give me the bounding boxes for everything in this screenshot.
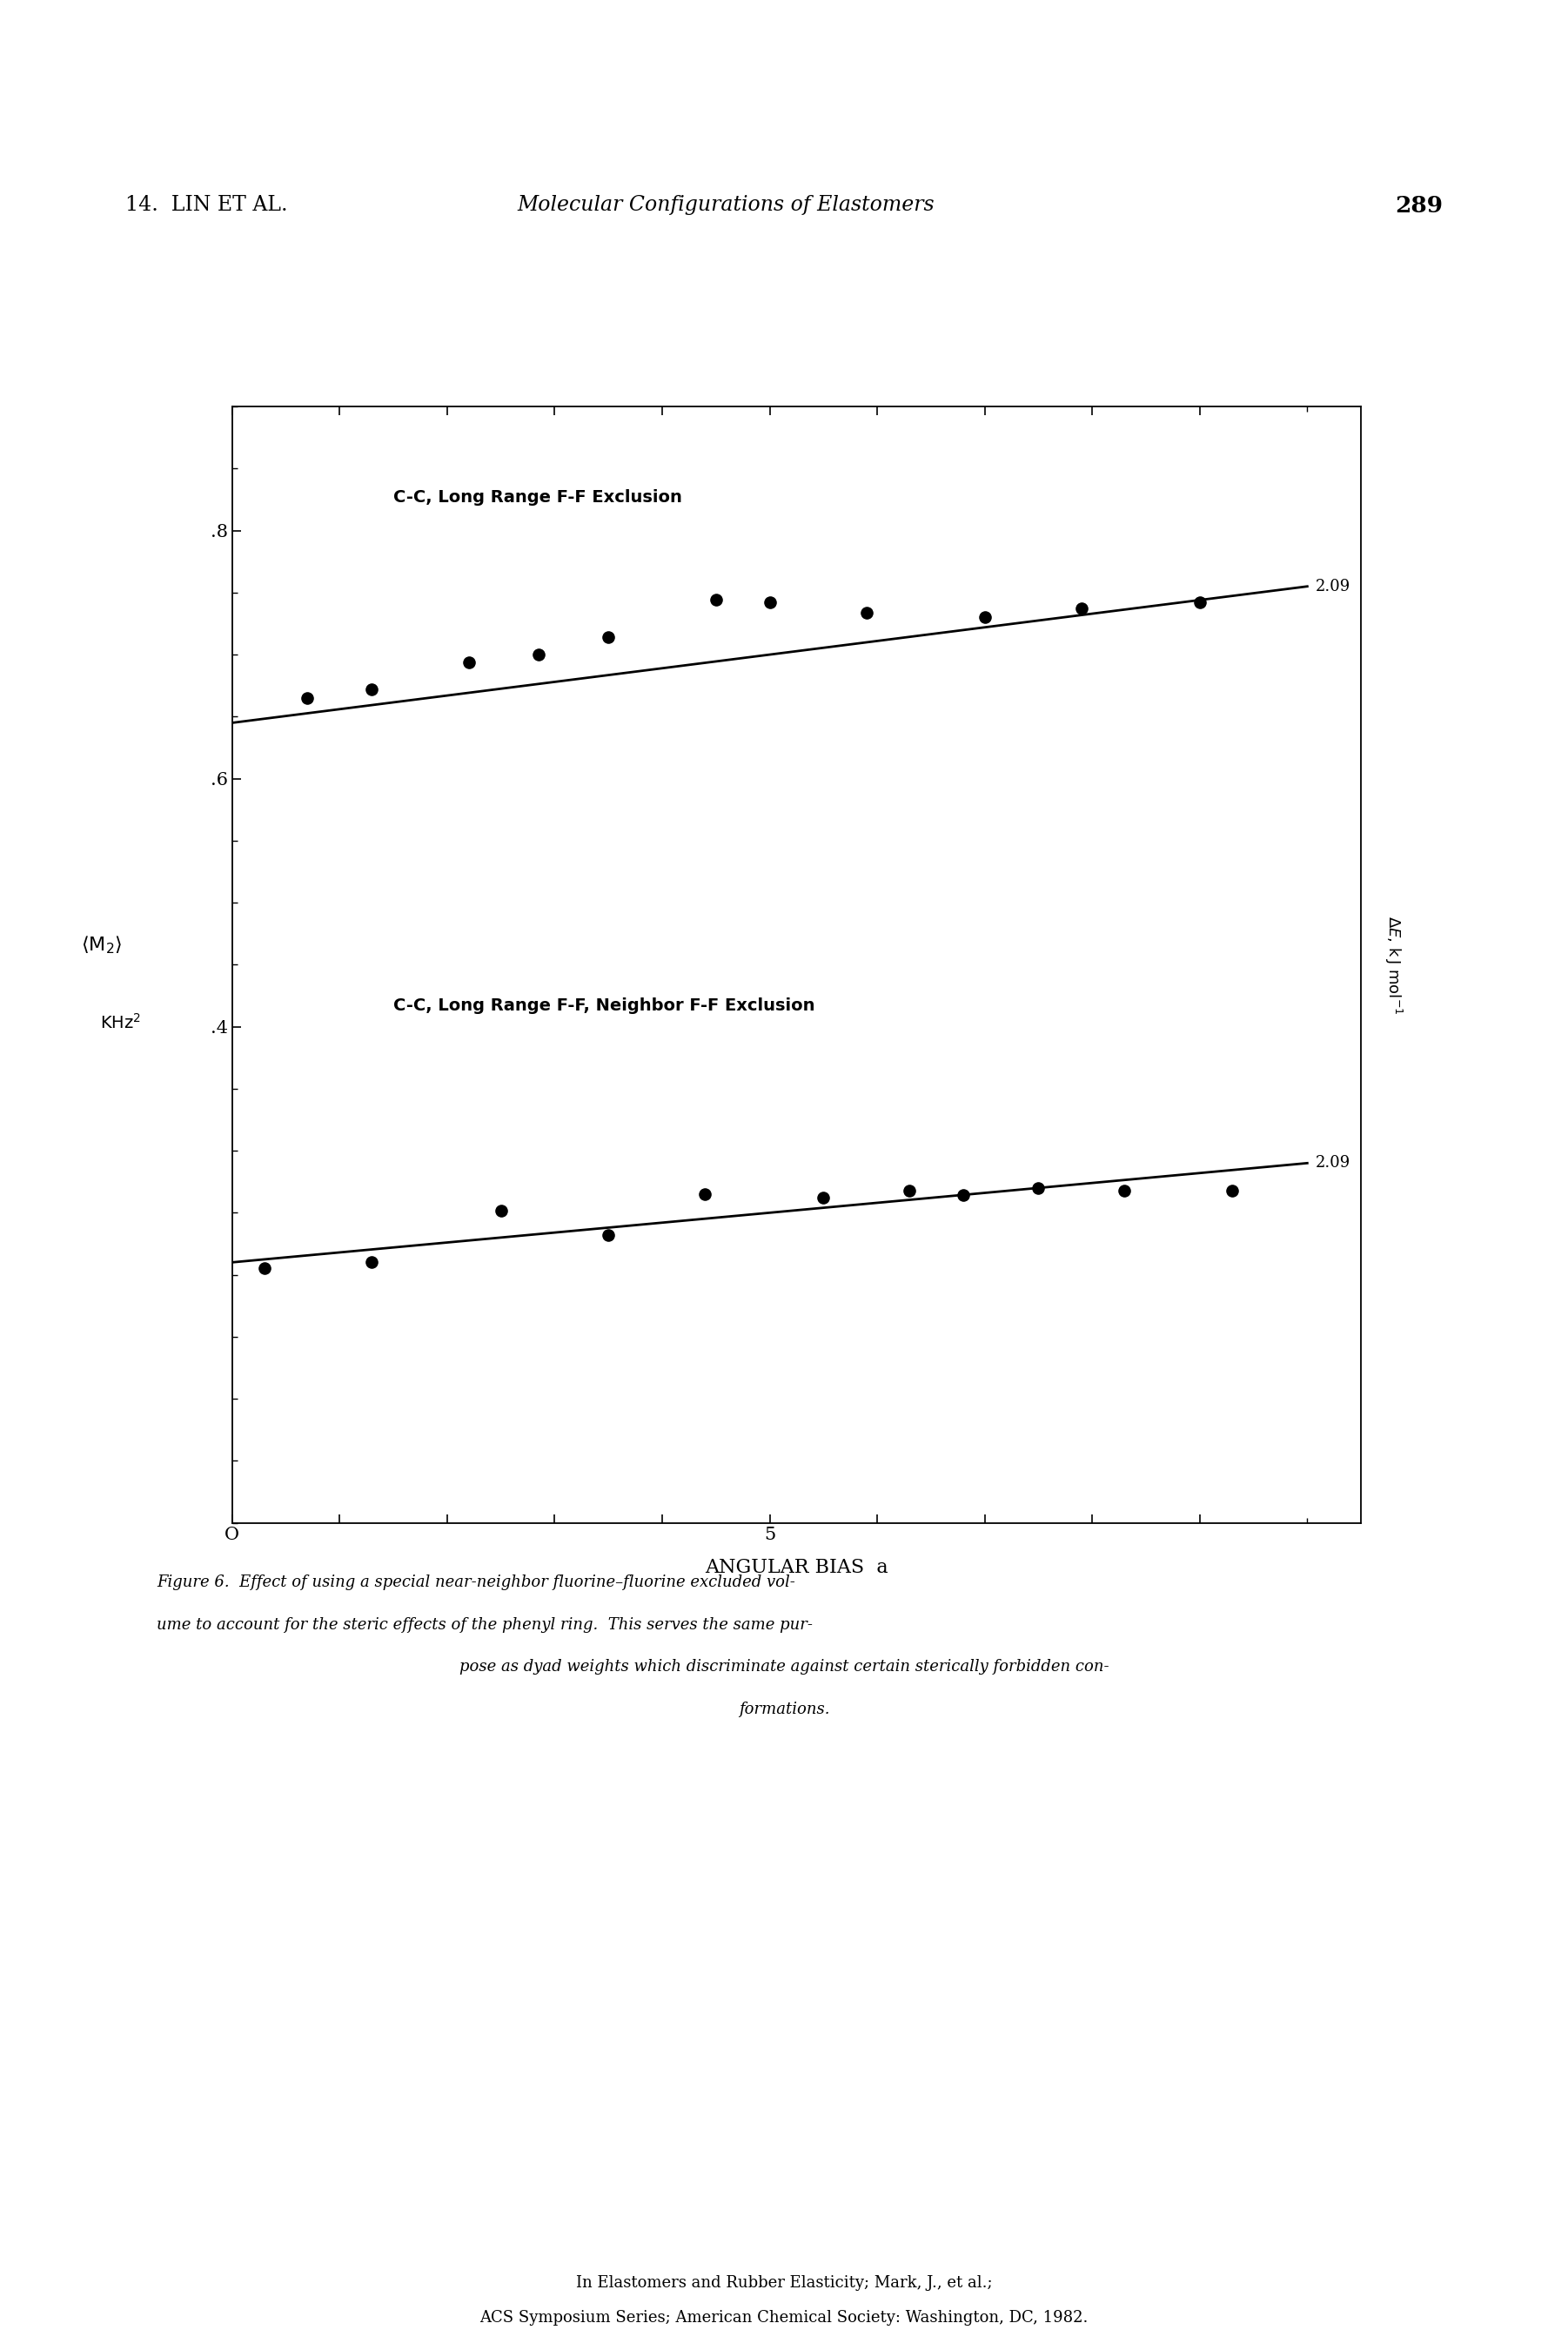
Point [295,679,320,717]
Point [488,1191,513,1229]
Text: Molecular Configurations of Elastomers: Molecular Configurations of Elastomers [517,195,935,216]
Point [1187,583,1212,620]
Point [525,637,550,674]
Text: C-C, Long Range F-F Exclusion: C-C, Long Range F-F Exclusion [394,489,682,505]
Text: pose as dyad weights which discriminate against certain sterically forbidden con: pose as dyad weights which discriminate … [459,1659,1109,1676]
Point [855,595,880,632]
Text: formations.: formations. [739,1701,829,1718]
Text: ume to account for the steric effects of the phenyl ring.  This serves the same : ume to account for the steric effects of… [157,1617,812,1633]
Point [897,1173,922,1210]
Text: Figure 6.  Effect of using a special near-neighbor fluorine–fluorine excluded vo: Figure 6. Effect of using a special near… [157,1574,795,1591]
Point [596,1217,621,1255]
Y-axis label: $\Delta E,\,\mathrm{k\,J\ mol}^{-1}$: $\Delta E,\,\mathrm{k\,J\ mol}^{-1}$ [1383,914,1403,1015]
X-axis label: ANGULAR BIAS  a: ANGULAR BIAS a [706,1558,887,1577]
Text: ACS Symposium Series; American Chemical Society: Washington, DC, 1982.: ACS Symposium Series; American Chemical … [480,2310,1088,2326]
Point [693,1175,718,1213]
Point [1220,1173,1245,1210]
Text: $\mathrm{KHz}^2$: $\mathrm{KHz}^2$ [100,1013,141,1032]
Point [1112,1173,1137,1210]
Text: C-C, Long Range F-F, Neighbor F-F Exclusion: C-C, Long Range F-F, Neighbor F-F Exclus… [394,999,815,1015]
Text: 14.  LIN ET AL.: 14. LIN ET AL. [125,195,289,216]
Point [456,644,481,682]
Point [757,583,782,620]
Text: 2.09: 2.09 [1316,1156,1352,1170]
Text: 289: 289 [1394,195,1443,216]
Point [359,1243,384,1281]
Point [1069,590,1094,627]
Point [359,670,384,707]
Point [811,1180,836,1217]
Point [596,618,621,656]
Point [704,580,729,618]
Text: 2.09: 2.09 [1316,578,1352,595]
Point [252,1250,278,1288]
Text: $\langle\mathrm{M}_2\rangle$: $\langle\mathrm{M}_2\rangle$ [82,933,122,956]
Point [1025,1170,1051,1208]
Point [950,1177,975,1215]
Point [972,599,997,637]
Text: In Elastomers and Rubber Elasticity; Mark, J., et al.;: In Elastomers and Rubber Elasticity; Mar… [575,2275,993,2291]
